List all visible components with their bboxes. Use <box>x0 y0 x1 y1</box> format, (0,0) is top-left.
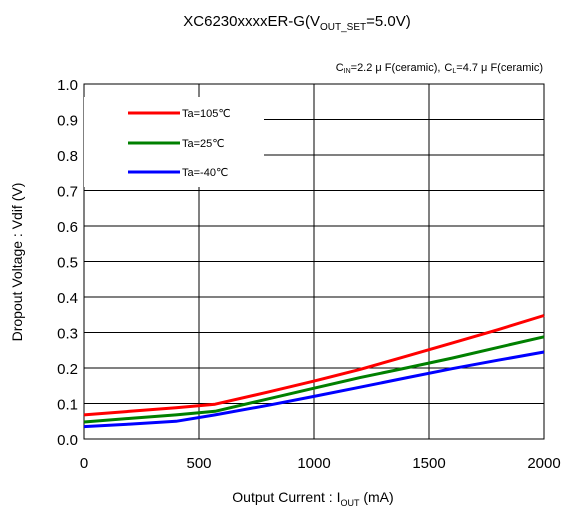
cin-subscript: IN <box>344 68 351 75</box>
x-axis-label-tail: (mA) <box>359 489 393 505</box>
x-tick-label: 0 <box>80 455 88 472</box>
series-line-25c <box>83 335 545 424</box>
cl-value: =4.7 μ F(ceramic) <box>456 62 543 74</box>
y-tick-label: 0.2 <box>57 361 78 378</box>
y-tick-label: 0.4 <box>57 290 78 307</box>
x-tick-label: 1000 <box>297 455 330 472</box>
cl-subscript: L <box>452 68 456 75</box>
cl-label: C <box>444 62 452 74</box>
y-tick-label: 0.9 <box>57 113 78 130</box>
chart-title-tail: =5.0V) <box>366 13 411 30</box>
y-tick-label: 0.8 <box>57 148 78 165</box>
y-tick-label: 0.3 <box>57 326 78 343</box>
y-tick-label: 0.1 <box>57 397 78 414</box>
conditions-note: CIN=2.2 μ F(ceramic), CL=4.7 μ F(ceramic) <box>336 62 543 75</box>
legend-label-105: Ta=105℃ <box>182 108 231 120</box>
chart-title: XC6230xxxxER-G(VOUT_SET=5.0V) <box>183 13 410 33</box>
x-axis-label-subscript: OUT <box>340 498 360 508</box>
series-line-minus40c <box>83 350 545 429</box>
cin-value: =2.2 μ F(ceramic), <box>351 62 441 74</box>
y-tick-label: 0.0 <box>57 432 78 449</box>
series-line-105c <box>83 314 545 417</box>
x-axis-label: Output Current : IOUT (mA) <box>232 489 393 508</box>
y-tick-label: 0.5 <box>57 255 78 272</box>
cin-label: C <box>336 62 344 74</box>
x-tick-label: 2000 <box>527 455 560 472</box>
y-tick-label: 0.7 <box>57 184 78 201</box>
series-lines <box>83 314 545 429</box>
plot-area-frame <box>83 83 545 440</box>
chart-title-subscript: OUT_SET <box>320 22 366 33</box>
x-axis-label-main: Output Current : I <box>232 489 340 505</box>
tick-labels: 0.0 0.1 0.2 0.3 0.4 0.5 0.6 0.7 0.8 0.9 1.0 0 500 100… <box>57 77 561 472</box>
x-tick-label: 1500 <box>412 455 445 472</box>
legend: Ta=105℃ Ta=25℃ Ta=-40℃ <box>84 97 264 187</box>
legend-label-minus40: Ta=-40℃ <box>182 167 228 179</box>
y-tick-label: 0.6 <box>57 219 78 236</box>
y-axis-label: Dropout Voltage : Vdif (V) <box>9 183 25 342</box>
x-tick-label: 500 <box>186 455 211 472</box>
y-tick-label: 1.0 <box>57 77 78 94</box>
chart-title-main: XC6230xxxxER-G(V <box>183 13 320 30</box>
legend-label-25: Ta=25℃ <box>182 138 225 150</box>
